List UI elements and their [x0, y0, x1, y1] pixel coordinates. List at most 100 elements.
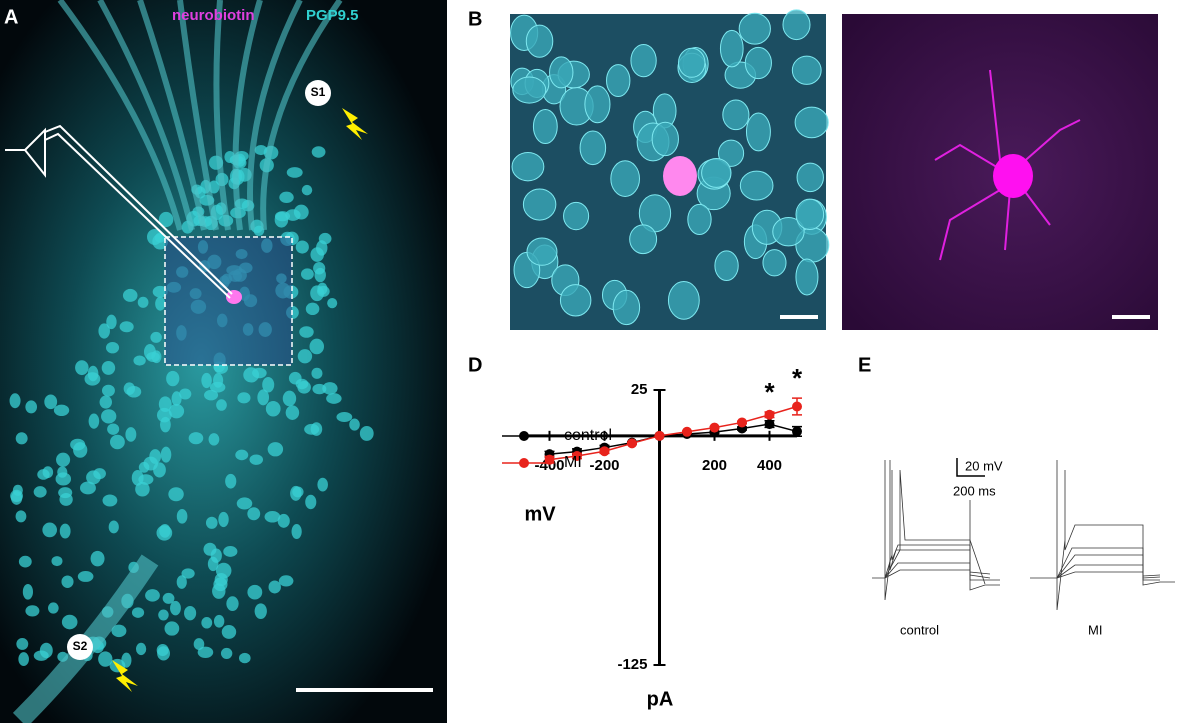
stim-marker: [305, 80, 331, 106]
cell: [563, 201, 590, 231]
cell: [795, 198, 825, 231]
cell: [57, 466, 68, 478]
cell: [305, 302, 320, 316]
cell: [584, 85, 611, 124]
cell: [291, 524, 302, 540]
cell: [629, 224, 658, 255]
cell: [247, 584, 263, 600]
annotation: *: [792, 363, 803, 393]
cell: [305, 494, 317, 510]
data-point: [764, 409, 775, 420]
cell: [58, 487, 73, 499]
cell: [80, 481, 96, 495]
cell: [221, 625, 237, 639]
cell: [25, 605, 40, 617]
y-tick-label: -125: [617, 656, 647, 673]
cell: [73, 442, 88, 458]
cell: [265, 401, 281, 417]
cell: [59, 523, 71, 539]
cell: [77, 571, 94, 582]
cell: [208, 433, 220, 446]
cell: [317, 477, 328, 492]
cell: [295, 240, 309, 254]
cell: [152, 285, 168, 298]
cell: [257, 389, 270, 406]
cell: [203, 542, 217, 556]
cell: [297, 349, 313, 364]
cell: [105, 341, 120, 354]
cell: [197, 646, 214, 658]
cell: [745, 112, 771, 152]
cell: [322, 382, 338, 395]
cell: [327, 298, 338, 309]
cell: [204, 389, 219, 401]
x-tick-label: -200: [589, 457, 619, 474]
cell: [119, 321, 134, 333]
legend-marker: [519, 431, 529, 441]
data-point: [572, 451, 582, 461]
data-point: [709, 422, 720, 433]
panel-label: A: [4, 6, 18, 28]
cell: [313, 262, 326, 275]
cell: [213, 614, 225, 628]
cell: [125, 427, 137, 442]
cell: [236, 497, 253, 510]
nerve-bundle: [232, 0, 263, 231]
cell: [300, 268, 314, 280]
nerve-bundle: [177, 0, 219, 231]
cell: [158, 396, 172, 412]
cell: [133, 355, 146, 366]
cell: [131, 607, 145, 618]
cell: [223, 546, 238, 557]
cell: [795, 258, 819, 296]
cell: [98, 651, 113, 667]
trace-label: MI: [1088, 622, 1102, 637]
filled-cell: [663, 156, 697, 196]
cell: [225, 473, 237, 489]
y-tick-label: 25: [631, 381, 648, 398]
cell: [218, 511, 229, 528]
cell: [109, 434, 125, 450]
scale-label: 200 ms: [953, 483, 996, 498]
cell: [312, 383, 327, 395]
cell: [108, 520, 119, 534]
nerve-bundle: [213, 0, 231, 231]
stain-label: neurobiotin: [172, 7, 255, 24]
nerve-bundle: [97, 0, 195, 231]
cell: [25, 400, 38, 414]
cell: [181, 568, 195, 579]
cell: [99, 395, 112, 409]
cell: [252, 367, 267, 379]
cell: [107, 423, 120, 435]
cell: [722, 99, 750, 131]
stim-label: S2: [73, 639, 88, 653]
cell: [262, 376, 275, 393]
cell: [224, 151, 236, 163]
cell: [268, 580, 281, 594]
cell: [237, 392, 251, 404]
cell: [75, 360, 89, 376]
cell: [293, 204, 309, 220]
cell: [164, 621, 180, 636]
cell: [310, 422, 323, 436]
cell: [61, 614, 78, 630]
cell: [201, 617, 213, 629]
cell: [216, 399, 227, 411]
panel-label: E: [858, 354, 871, 376]
cell: [349, 418, 360, 431]
stim-marker: [67, 634, 93, 660]
cell: [796, 162, 824, 193]
cell: [267, 442, 284, 457]
cell: [170, 600, 181, 616]
trace-label: control: [900, 622, 939, 637]
cell: [15, 510, 27, 523]
cell: [33, 486, 47, 498]
cell: [162, 592, 175, 604]
cell: [87, 365, 99, 382]
cell: [526, 237, 558, 266]
cell: [168, 487, 184, 502]
y-axis-label: mV: [524, 503, 556, 525]
cell: [791, 55, 822, 85]
cell: [549, 56, 574, 89]
